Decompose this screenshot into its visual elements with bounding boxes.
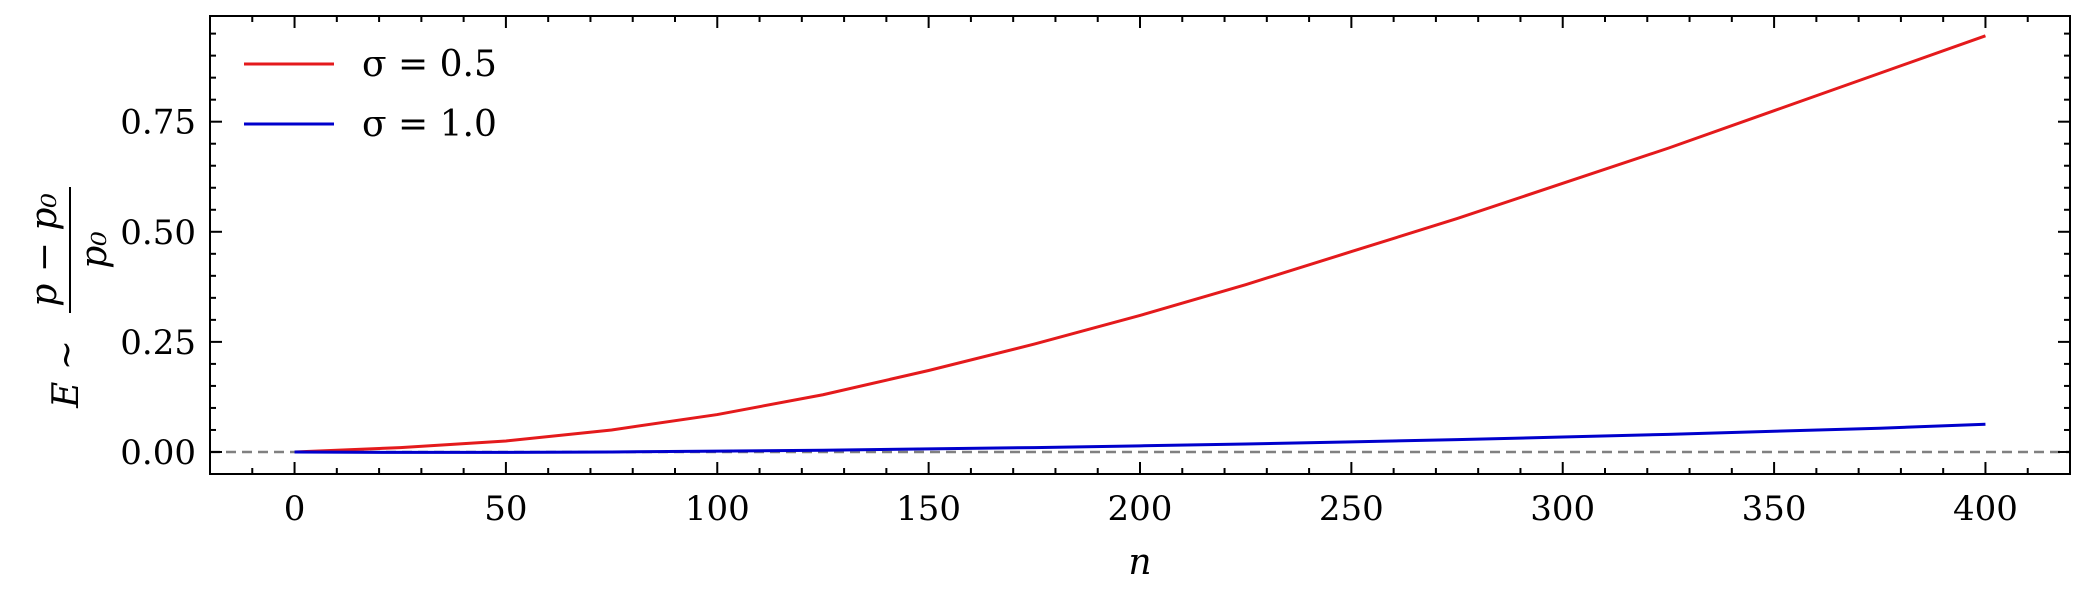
x-tick-label: 150 <box>896 489 961 529</box>
x-tick-label: 300 <box>1530 489 1595 529</box>
legend: σ = 0.5 σ = 1.0 <box>244 44 497 145</box>
x-tick-label: 50 <box>484 489 527 529</box>
x-tick-label: 0 <box>284 489 306 529</box>
x-tick-label: 200 <box>1108 489 1173 529</box>
y-axis-label-lhs: E ~ <box>46 340 87 409</box>
y-tick-label: 0.75 <box>120 103 196 143</box>
series-group <box>294 34 1986 454</box>
y-axis-label: E ~ p − p₀ p₀ <box>24 187 115 409</box>
series-line-2 <box>294 422 1986 454</box>
y-axis-label-numerator: p − p₀ <box>24 193 65 307</box>
y-tick-label: 0.50 <box>120 213 196 253</box>
plot-frame <box>209 15 2071 475</box>
x-tick-label: 400 <box>1953 489 2018 529</box>
x-tick-label: 250 <box>1319 489 1384 529</box>
y-tick-labels: 0.00 0.25 0.50 0.75 <box>120 103 196 473</box>
y-tick-label: 0.00 <box>120 433 196 473</box>
x-tick-label: 100 <box>685 489 750 529</box>
series-line-1 <box>294 34 1986 454</box>
legend-label-1: σ = 0.5 <box>362 44 497 85</box>
x-tick-labels: 0 50 100 150 200 250 300 350 400 <box>284 489 2018 529</box>
x-tick-label: 350 <box>1742 489 1807 529</box>
y-axis-label-denominator: p₀ <box>74 231 115 268</box>
y-tick-label: 0.25 <box>120 323 196 363</box>
legend-label-2: σ = 1.0 <box>362 104 497 145</box>
x-axis-label: n <box>1128 542 1151 583</box>
